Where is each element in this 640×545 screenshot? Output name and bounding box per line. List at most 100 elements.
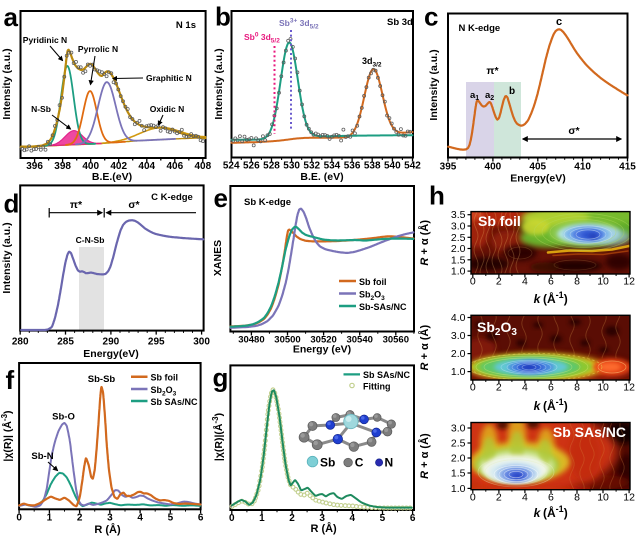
svg-text:f: f [6,365,15,395]
svg-text:30540: 30540 [346,335,372,346]
svg-text:(Å-1): (Å-1) [543,504,568,520]
svg-text:h: h [429,181,445,211]
svg-text:1.0: 1.0 [451,483,466,495]
svg-text:2: 2 [496,382,502,394]
svg-text:σ*: σ* [128,199,140,211]
svg-text:3: 3 [319,513,325,524]
svg-text:2.5: 2.5 [451,232,466,244]
svg-text:R (Å): R (Å) [310,522,337,535]
svg-text:|χ(R)|(Å-3): |χ(R)|(Å-3) [211,413,225,461]
svg-text:0: 0 [470,382,476,394]
svg-text:Intensity (a.u.): Intensity (a.u.) [1,222,13,293]
svg-text:290: 290 [103,337,120,348]
svg-text:π*: π* [486,65,499,77]
svg-text:4: 4 [350,513,356,524]
svg-text:405: 405 [529,162,546,173]
svg-text:1.0: 1.0 [451,266,466,278]
svg-text:1.0: 1.0 [451,366,466,378]
svg-text:5: 5 [380,513,386,524]
svg-text:(Å-1): (Å-1) [543,397,568,413]
svg-text:10: 10 [597,276,609,288]
svg-text:R + α (Å): R + α (Å) [418,433,431,479]
svg-text:8: 8 [574,382,580,394]
svg-text:Fitting: Fitting [363,382,391,392]
svg-text:532: 532 [303,161,320,172]
svg-text:R + α (Å): R + α (Å) [418,220,431,266]
svg-text:3: 3 [107,513,113,524]
svg-text:530: 530 [283,161,300,172]
svg-text:k: k [534,292,542,306]
svg-text:30560: 30560 [383,335,409,346]
svg-text:Sb foil: Sb foil [478,213,521,229]
svg-text:542: 542 [404,161,421,172]
svg-text:5: 5 [168,513,174,524]
svg-text:10: 10 [597,492,609,504]
svg-text:C K-edge: C K-edge [151,192,193,203]
svg-text:3.0: 3.0 [451,423,466,435]
svg-text:406: 406 [166,161,183,172]
svg-text:Sb2O3: Sb2O3 [359,290,385,303]
svg-text:3.0: 3.0 [451,221,466,233]
svg-text:B.E.(eV): B.E.(eV) [92,171,132,183]
svg-text:4: 4 [137,513,143,524]
svg-text:2.0: 2.0 [451,348,466,360]
svg-text:Sb SAs/NC: Sb SAs/NC [151,397,199,407]
svg-text:N K-edge: N K-edge [459,23,501,34]
svg-text:c: c [424,2,438,32]
svg-text:Energy(eV): Energy(eV) [510,173,565,185]
svg-text:10: 10 [597,382,609,394]
svg-text:396: 396 [26,161,43,172]
svg-text:6: 6 [198,513,204,524]
svg-text:0: 0 [16,513,22,524]
svg-text:Graphitic N: Graphitic N [146,73,192,83]
svg-text:400: 400 [82,161,99,172]
svg-text:540: 540 [384,161,401,172]
svg-text:C-N-Sb: C-N-Sb [76,235,105,245]
svg-text:e: e [214,183,228,213]
svg-text:0: 0 [470,492,476,504]
svg-text:2: 2 [496,492,502,504]
svg-text:b: b [215,2,231,32]
svg-text:400: 400 [485,162,502,173]
svg-text:Sb3+ 3d5/2: Sb3+ 3d5/2 [279,18,319,31]
svg-text:402: 402 [110,161,127,172]
svg-text:a2: a2 [485,90,494,102]
svg-text:2.5: 2.5 [451,438,466,450]
svg-text:Energy(eV): Energy(eV) [83,348,138,360]
svg-text:Intensity (a.u.): Intensity (a.u.) [213,48,225,119]
svg-text:a: a [4,2,19,32]
svg-text:30500: 30500 [274,335,300,346]
svg-text:R + α (Å): R + α (Å) [418,325,431,371]
svg-text:4: 4 [522,382,528,394]
svg-text:a1: a1 [470,90,479,102]
svg-text:d: d [4,189,20,219]
svg-text:c: c [556,16,562,28]
svg-text:k: k [534,399,542,413]
svg-text:k: k [534,506,542,520]
svg-text:528: 528 [263,161,280,172]
svg-text:Sb 3d: Sb 3d [387,17,413,28]
svg-text:|χ(R)| (Å-3): |χ(R)| (Å-3) [0,410,14,461]
svg-text:Pyridinic N: Pyridinic N [23,35,67,45]
svg-text:30480: 30480 [238,335,264,346]
svg-text:g: g [213,363,229,393]
svg-text:280: 280 [12,337,29,348]
svg-text:1.5: 1.5 [451,468,466,480]
svg-text:R (Å): R (Å) [94,523,121,536]
svg-text:526: 526 [243,161,260,172]
svg-text:0: 0 [229,513,235,524]
svg-text:2: 2 [77,513,83,524]
svg-text:404: 404 [138,161,155,172]
svg-text:Energy (eV): Energy (eV) [293,344,351,356]
svg-text:1.5: 1.5 [451,254,466,266]
svg-text:Intensity (a.u.): Intensity (a.u.) [428,49,440,120]
svg-text:Oxidic N: Oxidic N [150,104,184,114]
svg-text:12: 12 [623,382,635,394]
svg-text:2.0: 2.0 [451,243,466,255]
svg-text:1: 1 [47,513,53,524]
svg-text:π*: π* [70,199,83,211]
svg-text:6: 6 [548,276,554,288]
svg-text:Sb SAs/NC: Sb SAs/NC [363,370,411,380]
svg-text:3.5: 3.5 [451,209,466,221]
svg-text:Intensity (a.u.): Intensity (a.u.) [1,48,13,119]
